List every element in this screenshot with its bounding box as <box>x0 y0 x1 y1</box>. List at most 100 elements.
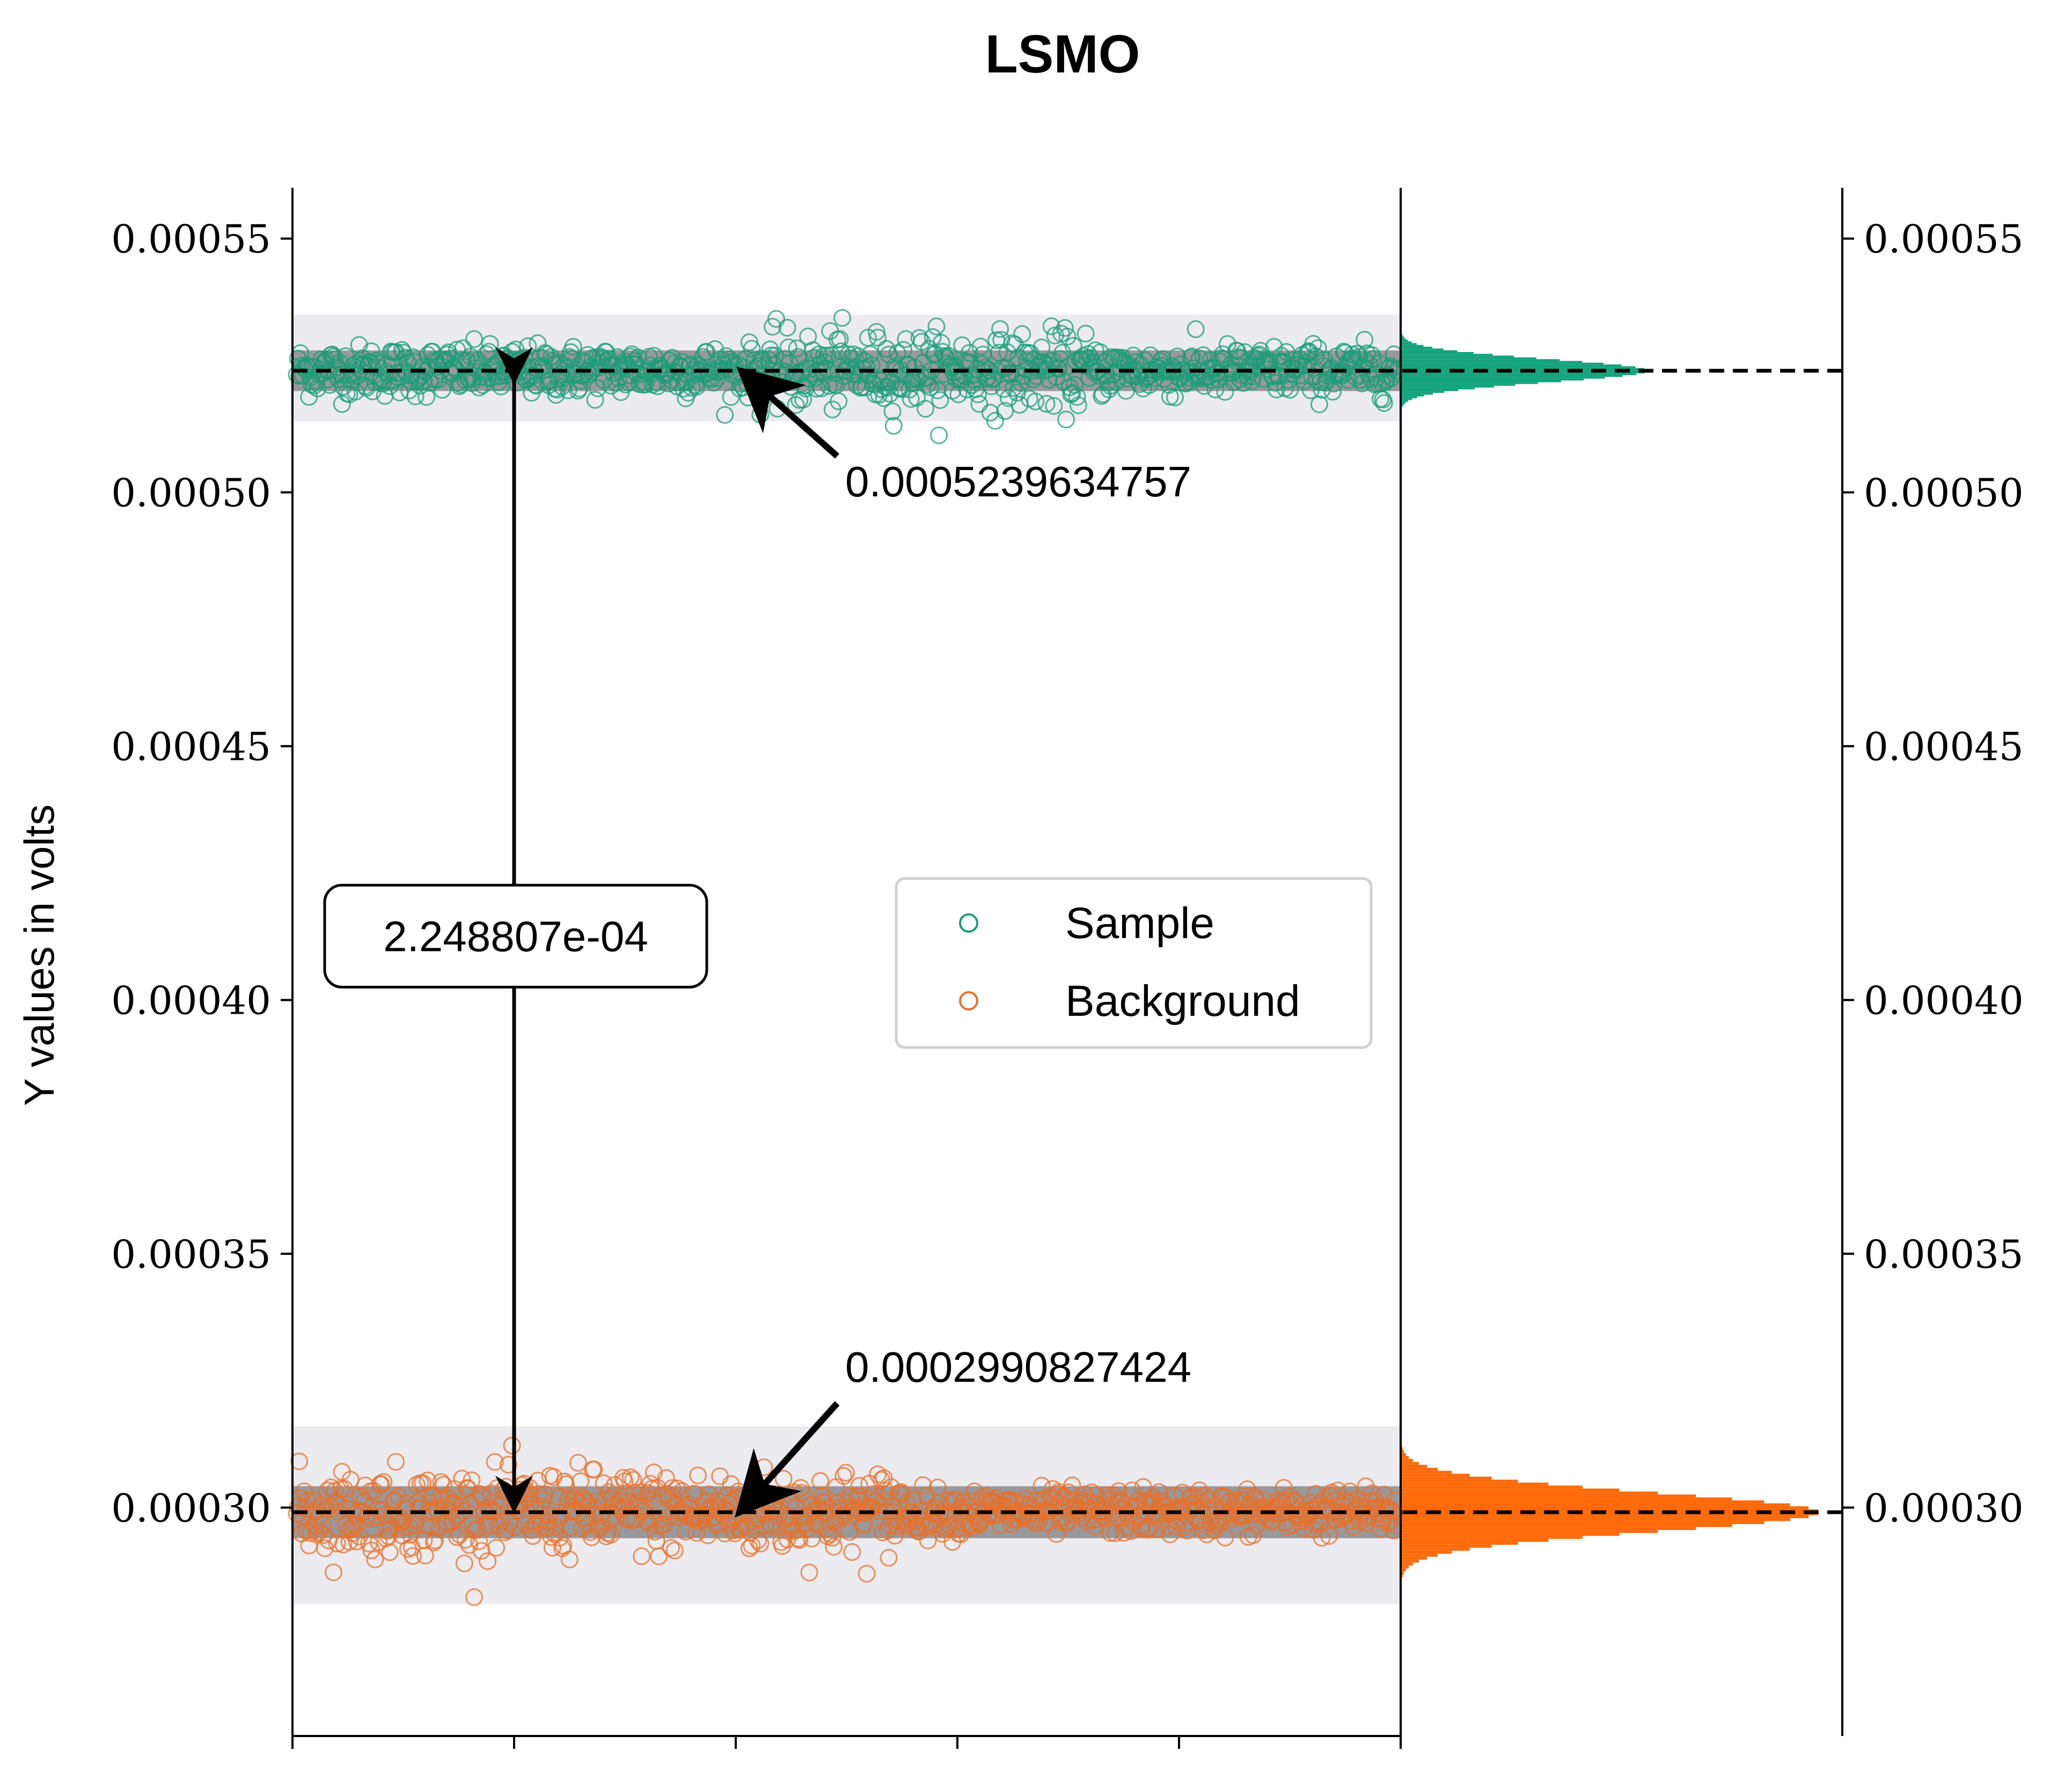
hist-bar-0-22 <box>1401 380 1561 383</box>
hist-bar-0-35 <box>1401 357 1536 360</box>
legend-frame <box>895 877 1373 1049</box>
point-0-662 <box>1097 367 1116 385</box>
point-1-328 <box>689 1466 707 1484</box>
point-1-140 <box>459 1479 477 1498</box>
point-1-64 <box>366 1550 384 1569</box>
point-0-479 <box>874 370 892 388</box>
sample-mean-label: 0.0005239634757 <box>845 458 1191 506</box>
point-0-860 <box>1339 371 1358 389</box>
point-0-718 <box>1166 389 1184 407</box>
point-1-105 <box>416 1547 434 1565</box>
hist-bar-1-45 <box>1401 1468 1438 1471</box>
hist-bar-0-46 <box>1401 338 1405 340</box>
difference-label: 2.248807e-04 <box>383 912 648 960</box>
point-1-100 <box>410 1500 428 1518</box>
point-1-23 <box>316 1539 334 1557</box>
sample-mean-arrow <box>736 366 839 459</box>
point-0-604 <box>1027 392 1045 411</box>
point-0-469 <box>861 345 880 363</box>
point-1-309 <box>665 1541 684 1559</box>
hist-bar-1-38 <box>1401 1488 1620 1492</box>
point-1-419 <box>800 1563 818 1581</box>
point-1-239 <box>580 1515 598 1534</box>
sample-mean-annotation: 0.0005239634757 <box>736 366 1191 506</box>
hist-bar-0-44 <box>1401 341 1412 343</box>
hist-bar-1-47 <box>1401 1462 1419 1465</box>
hist-bar-0-36 <box>1401 355 1514 357</box>
point-1-87 <box>394 1512 412 1530</box>
hist-bar-0-16 <box>1401 391 1445 393</box>
y-ticks-right: 0.00030 0.00035 0.00040 0.00045 0.00050 0.000… <box>1842 217 2024 1530</box>
point-0-226 <box>564 338 582 356</box>
point-1-43 <box>340 1533 358 1551</box>
point-0-550 <box>961 344 979 362</box>
y-tick-label-right-3: 0.00045 <box>1864 724 2024 769</box>
point-0-836 <box>1310 395 1328 413</box>
difference-annotation: 2.248807e-04 <box>323 347 708 1514</box>
point-1-2 <box>290 1452 309 1470</box>
point-1-80 <box>385 1491 404 1509</box>
point-1-39 <box>335 1480 354 1498</box>
y-tick-label-left-3: 0.00045 <box>111 724 271 769</box>
y-tick-label-right-1: 0.00035 <box>1864 1232 2024 1277</box>
point-1-69 <box>372 1475 390 1493</box>
background-mean-arrow <box>734 1401 840 1518</box>
hist-bar-0-12 <box>1401 398 1412 400</box>
hist-bar-1-26 <box>1401 1524 1732 1527</box>
point-1-464 <box>855 1514 873 1533</box>
hist-bar-1-36 <box>1401 1494 1696 1498</box>
point-0-821 <box>1292 366 1310 384</box>
point-0-847 <box>1324 383 1342 401</box>
point-1-76 <box>380 1543 399 1561</box>
point-0-431 <box>815 347 833 365</box>
point-0-579 <box>996 402 1014 420</box>
point-1-287 <box>639 1484 657 1502</box>
point-1-697 <box>1140 1520 1159 1537</box>
point-0-289 <box>641 356 660 375</box>
point-1-746 <box>1200 1490 1218 1508</box>
point-1-622 <box>1049 1485 1067 1503</box>
point-0-474 <box>867 323 885 341</box>
point-0-389 <box>764 318 782 336</box>
point-0-4 <box>292 357 311 375</box>
y-tick-label-left-5: 0.00055 <box>111 217 271 262</box>
hist-bar-0-42 <box>1401 345 1424 347</box>
point-1-150 <box>471 1485 489 1503</box>
point-1-35 <box>331 1497 349 1515</box>
point-1-81 <box>387 1453 405 1471</box>
point-1-145 <box>465 1588 483 1606</box>
point-0-814 <box>1283 351 1301 369</box>
point-0-525 <box>930 426 948 444</box>
y-tick-label-right-2: 0.00040 <box>1864 978 2024 1023</box>
point-1-546 <box>955 1492 973 1511</box>
hist-bar-1-33 <box>1401 1503 1790 1506</box>
point-1-143 <box>463 1471 481 1489</box>
y-tick-label-right-5: 0.00055 <box>1864 217 2024 262</box>
hist-bar-1-35 <box>1401 1497 1732 1500</box>
background-mean-annotation: 0.0002990827424 <box>734 1343 1191 1518</box>
point-0-61 <box>362 342 380 361</box>
point-1-113 <box>426 1531 444 1549</box>
hist-bar-1-46 <box>1401 1464 1427 1468</box>
hist-bar-0-26 <box>1401 373 1636 376</box>
point-0-488 <box>884 417 903 435</box>
point-0-372 <box>743 340 761 358</box>
point-1-257 <box>602 1526 620 1544</box>
point-1-223 <box>560 1550 579 1569</box>
point-1-516 <box>919 1532 937 1550</box>
y-tick-label-left-1: 0.00035 <box>111 1232 271 1277</box>
hist-bar-1-18 <box>1401 1548 1470 1551</box>
hist-bar-0-20 <box>1401 384 1515 386</box>
point-0-443 <box>830 392 848 411</box>
hist-bar-1-15 <box>1401 1556 1427 1560</box>
hist-bar-1-49 <box>1401 1456 1409 1459</box>
point-1-844 <box>1320 1527 1338 1545</box>
point-1-447 <box>834 1467 853 1485</box>
hist-bar-1-11 <box>1401 1568 1406 1572</box>
hist-bar-1-17 <box>1401 1550 1452 1554</box>
point-0-401 <box>778 319 796 337</box>
point-1-809 <box>1277 1491 1295 1510</box>
hist-bar-0-41 <box>1401 347 1432 349</box>
point-0-686 <box>1127 353 1145 371</box>
point-0-425 <box>808 379 826 398</box>
